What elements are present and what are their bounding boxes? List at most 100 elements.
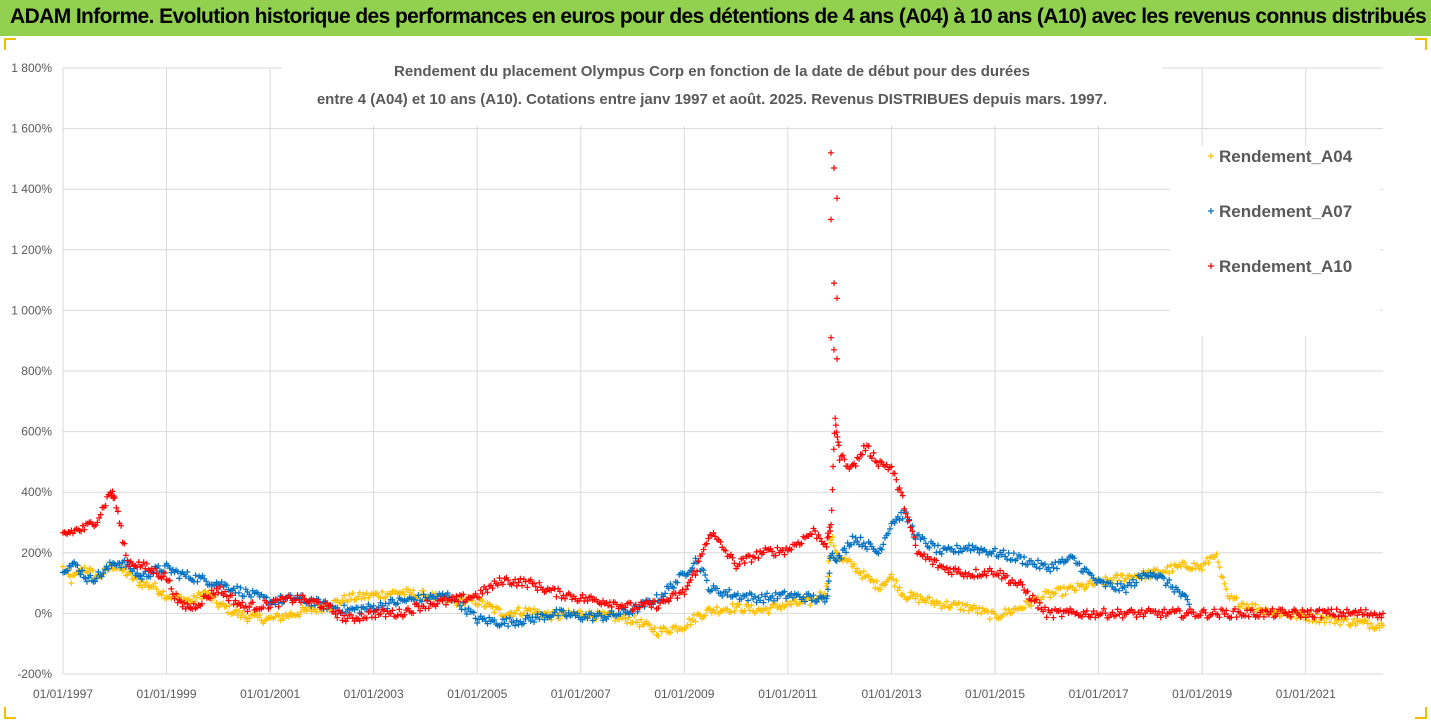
data-point xyxy=(832,422,839,429)
data-point xyxy=(1058,613,1065,620)
data-point xyxy=(280,615,287,622)
data-point xyxy=(360,591,367,598)
data-point xyxy=(198,600,205,607)
data-point xyxy=(952,565,959,572)
y-tick-label: 1 800% xyxy=(11,61,52,75)
data-point xyxy=(339,617,346,624)
data-point xyxy=(864,546,870,553)
data-point xyxy=(181,599,188,606)
data-point xyxy=(1092,614,1099,621)
data-point xyxy=(370,602,377,609)
x-tick-label: 01/01/2015 xyxy=(965,687,1025,701)
data-point xyxy=(667,595,674,601)
data-point xyxy=(1176,589,1183,595)
data-point xyxy=(893,476,900,483)
data-points xyxy=(60,149,1386,639)
data-point xyxy=(753,599,760,606)
data-point xyxy=(648,604,655,611)
data-point xyxy=(527,618,534,624)
data-point xyxy=(708,587,715,594)
data-point xyxy=(168,585,175,592)
data-point xyxy=(102,566,108,573)
data-point xyxy=(274,597,280,604)
data-point xyxy=(1073,587,1079,594)
data-point xyxy=(1243,601,1250,608)
data-point xyxy=(1157,614,1164,621)
data-point xyxy=(536,616,543,622)
data-point xyxy=(1050,614,1057,621)
x-tick-label: 01/01/2005 xyxy=(447,687,507,701)
data-point xyxy=(774,544,781,551)
data-point xyxy=(60,563,66,570)
data-point xyxy=(841,456,848,463)
data-point xyxy=(622,604,629,611)
data-point xyxy=(619,615,625,622)
data-point xyxy=(658,628,665,635)
data-point xyxy=(506,614,513,621)
data-point xyxy=(1080,568,1086,575)
data-point xyxy=(1137,611,1143,618)
data-point xyxy=(1200,606,1207,613)
x-tick-label: 01/01/2009 xyxy=(654,687,714,701)
data-point xyxy=(1000,547,1007,554)
data-point xyxy=(143,579,150,586)
data-point xyxy=(878,546,885,553)
data-point xyxy=(81,564,88,571)
data-point xyxy=(1323,610,1330,617)
data-point xyxy=(655,605,662,611)
data-point xyxy=(225,597,232,604)
data-point xyxy=(1107,580,1114,586)
data-point xyxy=(1223,586,1230,593)
data-point xyxy=(405,586,411,593)
data-point xyxy=(410,587,417,594)
data-point xyxy=(770,597,777,604)
x-tick-label: 01/01/2013 xyxy=(861,687,921,701)
data-point xyxy=(1154,612,1161,618)
data-point xyxy=(1361,611,1368,618)
data-point xyxy=(1228,614,1235,621)
data-point xyxy=(232,597,239,604)
data-point xyxy=(444,590,451,597)
data-point xyxy=(1351,616,1357,622)
data-point xyxy=(1203,555,1210,562)
data-point xyxy=(883,461,890,468)
data-point xyxy=(665,598,672,605)
data-point xyxy=(665,585,672,592)
y-tick-label: 1 000% xyxy=(11,303,52,317)
corner-mark xyxy=(1415,707,1427,719)
data-point xyxy=(287,595,294,601)
data-point xyxy=(872,585,879,591)
data-point xyxy=(263,594,270,601)
data-point xyxy=(1216,614,1223,621)
data-point xyxy=(415,592,422,599)
data-point xyxy=(967,547,974,554)
data-point xyxy=(1233,614,1240,621)
data-point xyxy=(249,599,256,606)
data-point xyxy=(1197,563,1204,570)
data-point xyxy=(710,530,717,536)
data-point xyxy=(888,571,895,578)
data-point xyxy=(341,612,348,619)
data-point xyxy=(686,616,693,622)
data-point xyxy=(472,615,479,622)
legend-item: Rendement_A10 xyxy=(1208,257,1352,276)
data-point xyxy=(1326,611,1333,617)
data-point xyxy=(1131,582,1138,589)
data-point xyxy=(957,606,964,613)
data-point xyxy=(748,559,755,565)
data-point xyxy=(396,606,403,613)
data-point xyxy=(501,620,508,627)
data-point xyxy=(729,601,736,608)
legend: Rendement_A04 Rendement_A07 Rendement_A10 xyxy=(1170,146,1380,336)
data-point xyxy=(477,613,484,620)
data-point xyxy=(774,595,781,602)
data-point xyxy=(1054,565,1060,572)
data-point xyxy=(598,601,605,608)
series-Rendement_A07 xyxy=(60,507,1193,630)
data-point xyxy=(394,600,401,607)
data-point xyxy=(983,572,990,579)
data-point xyxy=(522,616,529,622)
data-point xyxy=(248,593,254,600)
data-point xyxy=(139,584,145,591)
data-point xyxy=(636,623,643,630)
